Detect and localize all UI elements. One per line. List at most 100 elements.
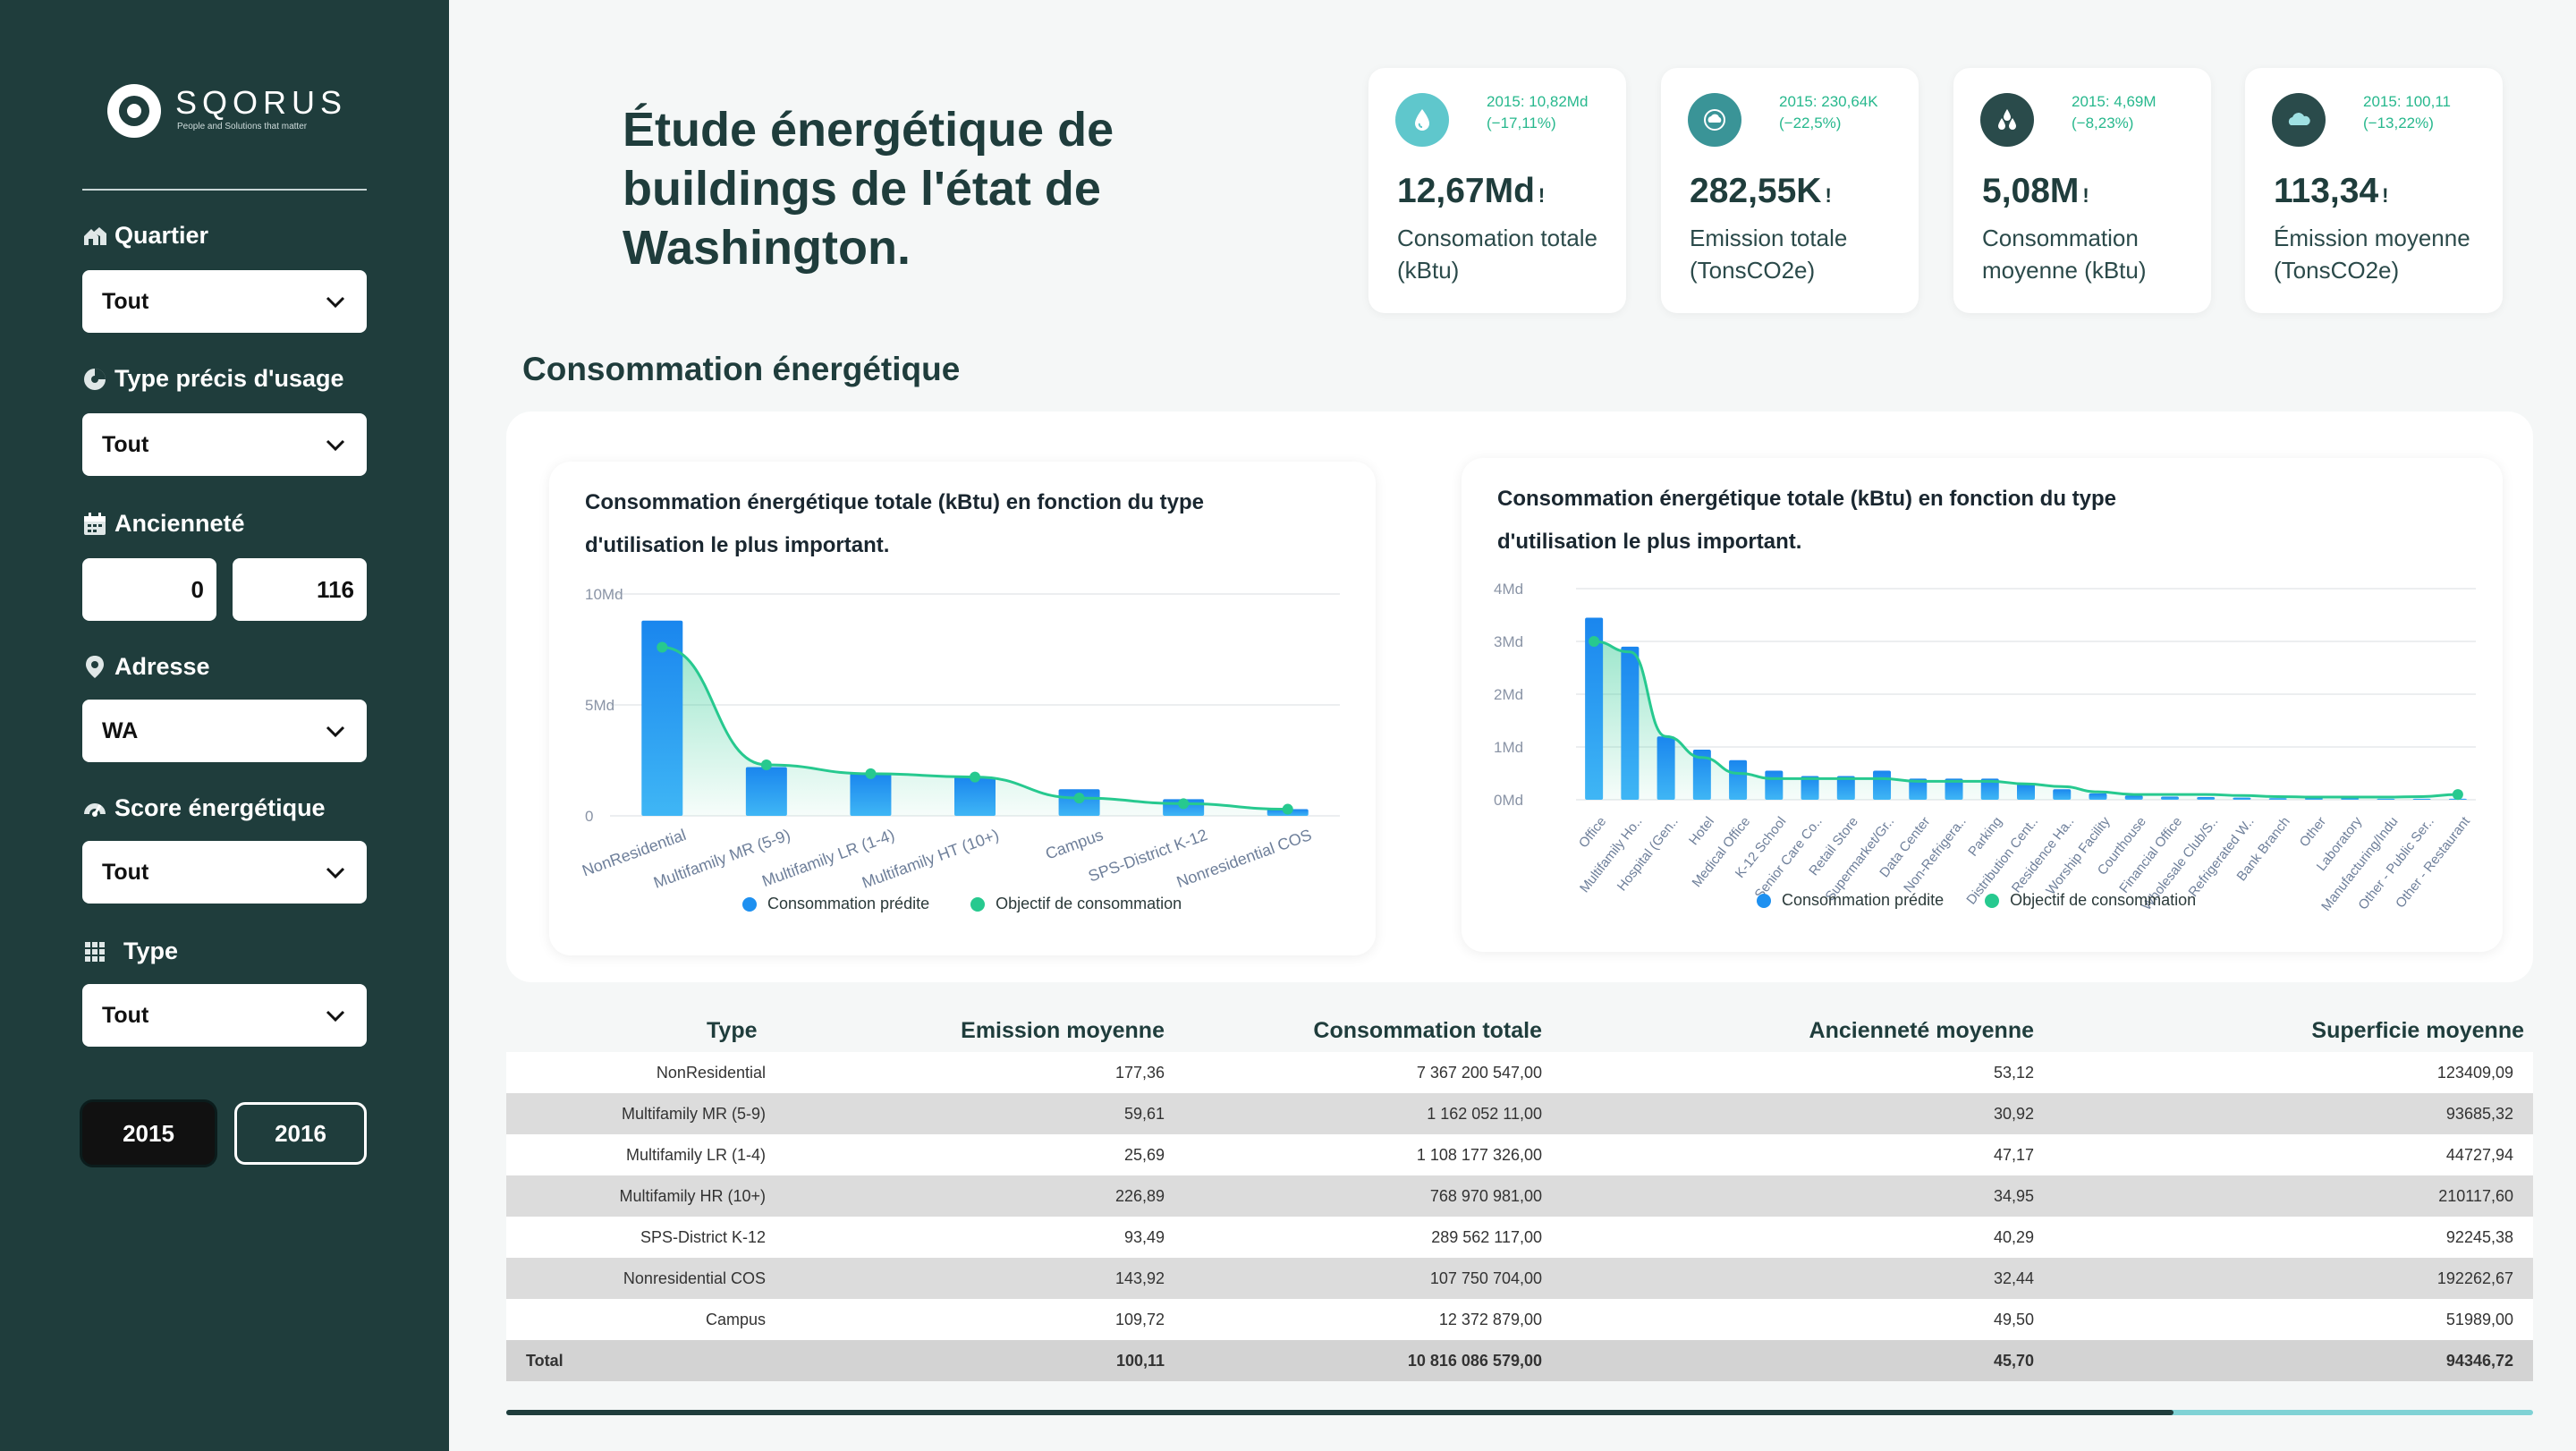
table-cell: 44727,94 [2445,1146,2513,1164]
bar-nonresidential[interactable] [641,620,683,816]
filter-score-select[interactable]: Tout [82,841,367,904]
filter-usage-value: Tout [102,431,149,457]
bar-distribution-cent-[interactable] [2017,784,2035,800]
table-cell: 40,29 [1993,1228,2034,1246]
objective-point[interactable] [760,759,772,770]
legend-dot-predicted [1757,893,1771,908]
anciennete-min-input[interactable]: 0 [82,558,216,621]
bar-senior-care-co-[interactable] [1801,776,1819,800]
drops-icon [1980,93,2034,147]
table-header: Type Emission moyenne Consommation total… [506,1007,2533,1052]
objective-point[interactable] [970,771,980,783]
sidebar-divider [82,189,367,191]
page-title: Étude énergétique de buildings de l'état… [623,103,1114,275]
anciennete-max-input[interactable]: 116 [233,558,367,621]
table-cell: 94346,72 [2445,1352,2513,1370]
horizontal-scrollbar-thumb[interactable] [506,1410,2174,1415]
bar-financial-office[interactable] [2160,796,2179,800]
bar-data-center[interactable] [1909,778,1928,800]
year-2016-button[interactable]: 2016 [234,1102,367,1165]
table-body: NonResidential 177,36 7 367 200 547,00 53,1… [506,1052,2533,1381]
bar-supermarket-gr-[interactable] [1873,770,1892,800]
table-cell: 107 750 704,00 [1429,1269,1542,1287]
bar-k-12-school[interactable] [1765,770,1784,800]
column-header[interactable]: Superficie moyenne [2311,1018,2524,1043]
kpi-value: 282,55K! [1690,172,1832,210]
bar-other-public-ser-[interactable] [2412,798,2431,800]
table-cell: 93,49 [1123,1228,1165,1246]
objective-point[interactable] [1282,803,1293,815]
bar-refrigerated-w-[interactable] [2233,797,2251,800]
objective-line [1594,640,2458,799]
table-row[interactable]: SPS-District K-12 93,49 289 562 117,00 40,2… [506,1217,2533,1258]
cloud-icon [2272,93,2326,147]
column-header[interactable]: Ancienneté moyenne [1809,1018,2034,1043]
bar-office[interactable] [1585,617,1604,800]
column-header[interactable]: Emission moyenne [961,1018,1165,1043]
bar-other[interactable] [2304,798,2323,800]
bar-manufacturing-indu[interactable] [2377,798,2395,800]
y-tick-label: 5Md [585,697,614,714]
table-row[interactable]: NonResidential 177,36 7 367 200 547,00 53,1… [506,1052,2533,1093]
bar-courthouse[interactable] [2124,795,2143,800]
bar-multifamily-lr-1-4-[interactable] [850,773,892,816]
bar-retail-store[interactable] [1836,776,1855,800]
bar-medical-office[interactable] [1729,759,1748,800]
table-cell: 34,95 [1993,1187,2034,1205]
table-cell: 25,69 [1123,1146,1165,1164]
filter-usage-select[interactable]: Tout [82,413,367,476]
legend-item-predicted: Consommation prédite [742,895,929,913]
bar-multifamily-ho-[interactable] [1621,646,1640,800]
x-tick-label: Campus [1043,826,1106,863]
x-tick-label: Office [1576,814,1609,851]
table-row[interactable]: Multifamily LR (1-4) 25,69 1 108 177 326,0… [506,1134,2533,1175]
filter-quartier-value: Tout [102,288,149,314]
bar-multifamily-mr-5-9-[interactable] [745,767,787,816]
bar-residence-ha-[interactable] [2053,789,2072,800]
section-title: Consommation énergétique [522,351,961,387]
objective-point[interactable] [1589,636,1600,647]
bar-bank-branch[interactable] [2268,798,2287,800]
bar-parking[interactable] [1980,778,1999,800]
table-cell: 59,61 [1123,1105,1165,1123]
bar-laboratory[interactable] [2341,798,2360,800]
table-cell: 10 816 086 579,00 [1407,1352,1542,1370]
kpi-card-consommation-moyenne: 2015: 4,69M (−8,23%) 5,08M! Consommation… [1953,68,2211,313]
filter-quartier-select[interactable]: Tout [82,270,367,333]
table-row[interactable]: Campus 109,72 12 372 879,00 49,50 51989,00 [506,1299,2533,1340]
bar-worship-facility[interactable] [2089,793,2107,800]
table-row[interactable]: Multifamily HR (10+) 226,89 768 970 981,00… [506,1175,2533,1217]
brand-name: SQORUS [175,84,348,121]
bar-wholesale-club-s-[interactable] [2197,797,2216,800]
gauge-icon [84,802,106,817]
table-cell: 123409,09 [2436,1064,2513,1082]
bar-multifamily-ht-10-[interactable] [954,776,996,816]
objective-point[interactable] [657,641,668,653]
filter-adresse-select[interactable]: WA [82,700,367,762]
column-header[interactable]: Type [707,1018,758,1043]
table-row[interactable]: Multifamily MR (5-9) 59,61 1 162 052 11,00… [506,1093,2533,1134]
objective-point[interactable] [1073,793,1085,804]
charts-panel: Consommation énergétique totale (kBtu) e… [506,412,2533,982]
table-cell: 47,17 [1993,1146,2034,1164]
bar-hospital-gen-[interactable] [1657,736,1675,800]
bar-non-refrigera-[interactable] [1945,778,1963,800]
filter-type-select[interactable]: Tout [82,984,367,1047]
filter-adresse-label: Adresse [82,653,210,681]
objective-point[interactable] [2452,789,2463,801]
year-2015-button[interactable]: 2015 [82,1102,215,1165]
column-header[interactable]: Consommation totale [1313,1018,1542,1043]
table-cell: Multifamily HR (10+) [619,1187,766,1205]
kpi-label: Consomation totale (kBtu) [1397,225,1598,284]
objective-point[interactable] [865,768,877,779]
table-row[interactable]: Nonresidential COS 143,92 107 750 704,00 32… [506,1258,2533,1299]
filter-score-value: Tout [102,859,149,885]
kpi-delta: 2015: 100,11 (−13,22%) [2363,93,2451,132]
table-total-row[interactable]: Total 100,11 10 816 086 579,00 45,70 94346,7… [506,1340,2533,1381]
table-cell: Multifamily LR (1-4) [625,1146,766,1164]
objective-point[interactable] [1178,798,1190,810]
table-cell: 210117,60 [2438,1187,2513,1205]
filter-score-label: Score énergétique [82,794,326,822]
bar-hotel[interactable] [1692,749,1711,800]
